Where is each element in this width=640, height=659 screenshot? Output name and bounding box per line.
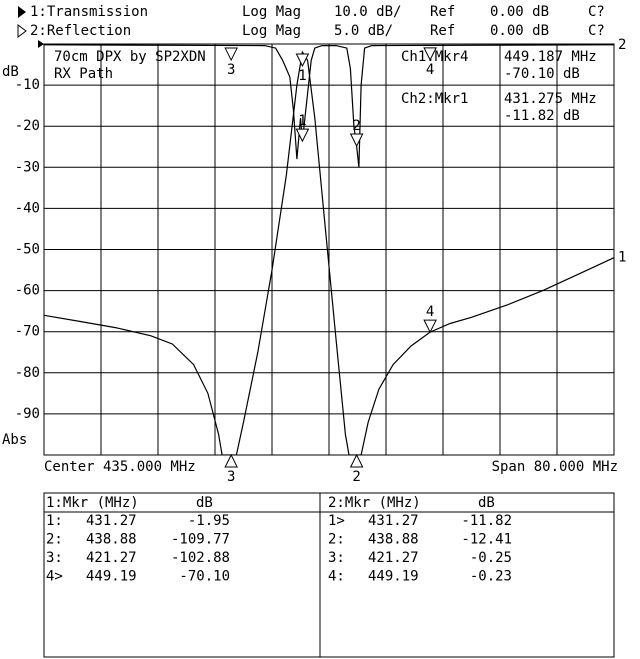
y-tick-label: -50	[15, 242, 40, 258]
table-cell: 4>	[46, 569, 63, 585]
table-cell: -1.95	[188, 513, 230, 529]
marker-table-frame	[43, 492, 615, 658]
y-tick-label: -40	[15, 200, 40, 216]
table-cell: 3:	[46, 550, 63, 566]
table-cell: 438.88	[86, 532, 137, 548]
table-cell: 3:	[328, 550, 345, 566]
header-text: 2:Reflection	[30, 23, 131, 39]
marker-label: 3	[227, 469, 235, 485]
marker-label: 1	[298, 68, 306, 84]
ref-pointer	[38, 40, 44, 48]
table-cell: 449.19	[86, 569, 137, 585]
annotation: -11.82 dB	[504, 108, 580, 124]
marker	[423, 319, 437, 334]
trace-label: 1	[618, 250, 626, 266]
marker	[224, 47, 238, 62]
marker	[349, 453, 364, 468]
table-cell: 4:	[328, 569, 345, 585]
table-cell: -12.41	[461, 532, 512, 548]
header-text: Ref	[430, 23, 455, 39]
marker	[423, 47, 437, 62]
x-left-label: Center 435.000 MHz	[44, 459, 196, 475]
header-text: Ref	[430, 4, 455, 20]
annotation: -70.10 dB	[504, 66, 580, 82]
trace-line	[44, 50, 614, 455]
marker-label: 2	[352, 469, 360, 485]
annotation: 449.187 MHz	[504, 49, 597, 65]
annotation: 431.275 MHz	[504, 91, 597, 107]
header-text: 5.0 dB/	[334, 23, 393, 39]
table-cell: 449.19	[368, 569, 419, 585]
table-header: 2:Mkr (MHz)	[328, 495, 421, 511]
marker	[295, 53, 310, 68]
annotation: 70cm DPX by SP2XDN	[54, 49, 206, 65]
table-cell: -102.88	[171, 550, 230, 566]
marker-label: 2	[352, 118, 360, 134]
channel-1-indicator	[18, 6, 26, 18]
annotation: Ch2:Mkr1	[401, 91, 468, 107]
x-right-label: Span 80.000 MHz	[492, 459, 618, 475]
table-cell: 2:	[328, 532, 345, 548]
y-bottom-label: Abs	[2, 432, 27, 448]
table-cell: 421.27	[86, 550, 137, 566]
header-text: Log Mag	[242, 4, 301, 20]
header-text: 10.0 dB/	[334, 4, 401, 20]
trace-label: 2	[618, 37, 626, 53]
header-text: 0.00 dB	[490, 23, 549, 39]
y-tick-label: -20	[15, 118, 40, 134]
table-cell: -0.23	[470, 569, 512, 585]
table-cell: 421.27	[368, 550, 419, 566]
channel-2-indicator	[17, 24, 27, 38]
table-cell: 1>	[328, 513, 345, 529]
header-text: 0.00 dB	[490, 4, 549, 20]
table-cell: 431.27	[368, 513, 419, 529]
header-text: C?	[588, 23, 605, 39]
table-header: dB	[196, 495, 213, 511]
table-cell: 2:	[46, 532, 63, 548]
marker	[295, 128, 310, 143]
table-cell: 1:	[46, 513, 63, 529]
table-header: 1:Mkr (MHz)	[46, 495, 139, 511]
marker-label: 3	[227, 62, 235, 78]
y-tick-label: -90	[15, 406, 40, 422]
table-cell: -70.10	[179, 569, 230, 585]
table-cell: -109.77	[171, 532, 230, 548]
table-cell: 438.88	[368, 532, 419, 548]
header-text: Log Mag	[242, 23, 301, 39]
marker-label: 4	[426, 62, 434, 78]
annotation: Ch1:Mkr4	[401, 49, 468, 65]
marker	[224, 453, 238, 468]
header-text: 1:Transmission	[30, 4, 148, 20]
annotation: RX Path	[54, 66, 113, 82]
table-header: dB	[478, 495, 495, 511]
marker-label: 1	[298, 113, 306, 129]
y-tick-label: -80	[15, 365, 40, 381]
header-text: C?	[588, 4, 605, 20]
y-tick-label: -60	[15, 283, 40, 299]
y-tick-label: -70	[15, 324, 40, 340]
marker-label: 4	[426, 304, 434, 320]
y-tick-label: -30	[15, 159, 40, 175]
table-cell: -0.25	[470, 550, 512, 566]
y-tick-label: -10	[15, 77, 40, 93]
y-axis-label: dB	[2, 64, 19, 80]
table-cell: -11.82	[461, 513, 512, 529]
marker	[349, 133, 364, 148]
table-cell: 431.27	[86, 513, 137, 529]
